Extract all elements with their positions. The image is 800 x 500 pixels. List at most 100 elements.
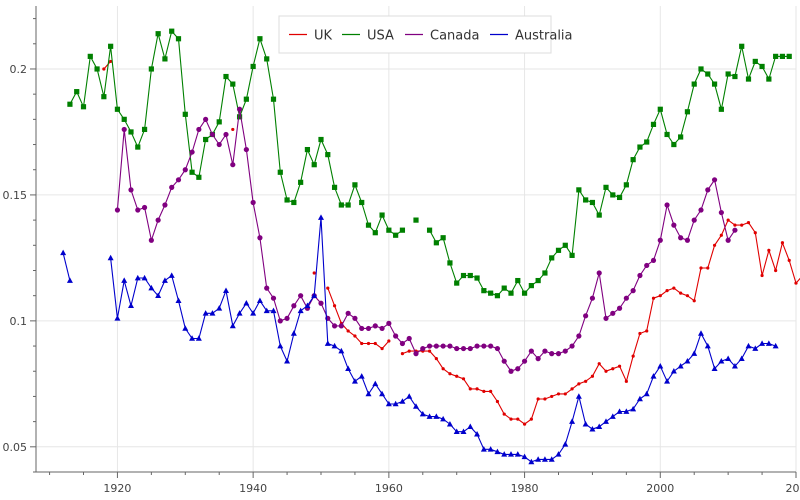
uk-point — [611, 367, 615, 371]
usa-point — [725, 71, 731, 77]
uk-point — [360, 341, 364, 346]
australia-point — [195, 335, 202, 341]
australia-point — [514, 451, 521, 457]
canada-point — [637, 272, 643, 279]
australia-point — [772, 342, 779, 349]
canada-point — [277, 318, 283, 324]
australia-point — [284, 357, 291, 364]
usa-point — [155, 31, 161, 37]
australia-point — [636, 395, 643, 402]
australia-point — [358, 373, 365, 379]
usa-point — [74, 89, 80, 95]
uk-point — [529, 417, 533, 421]
legend-item-usa: USA — [342, 29, 394, 44]
canada-point — [657, 237, 663, 243]
usa-point — [454, 280, 460, 286]
usa-point — [773, 53, 779, 59]
uk-point — [590, 374, 595, 378]
uk-point — [312, 271, 316, 275]
usa-point — [542, 270, 548, 276]
uk-point — [604, 369, 608, 373]
uk-point — [658, 294, 662, 298]
uk-point — [502, 412, 506, 416]
australia-point — [107, 254, 114, 261]
uk-point — [407, 349, 411, 353]
australia-point — [650, 373, 657, 379]
canada-point — [298, 293, 304, 299]
canada-point — [678, 235, 684, 241]
canada-point — [515, 366, 521, 372]
usa-point — [169, 28, 175, 34]
australia-point — [413, 403, 419, 409]
canada-point — [379, 325, 385, 332]
canada-point — [203, 116, 209, 122]
uk-point — [699, 266, 703, 270]
australia-point — [765, 340, 772, 346]
australia-point — [731, 363, 738, 369]
canada-point — [386, 320, 392, 326]
australia-point — [704, 342, 711, 349]
usa-point — [711, 81, 718, 87]
australia-point — [643, 390, 650, 397]
usa-point — [684, 109, 691, 115]
uk-point — [543, 397, 547, 401]
legend-item-canada: Canada — [405, 29, 479, 44]
australia-point — [453, 428, 460, 434]
australia-point — [698, 330, 704, 336]
usa-point — [766, 76, 772, 82]
australia-point — [609, 413, 616, 419]
usa-point — [291, 199, 297, 206]
canada-point — [338, 323, 344, 329]
usa-point — [87, 53, 93, 59]
uk-point — [638, 331, 642, 336]
australia-point — [128, 302, 134, 309]
uk-point — [774, 268, 778, 273]
uk-point — [495, 399, 500, 404]
usa-point — [678, 134, 684, 140]
australia-point — [372, 380, 379, 387]
uk-point — [231, 127, 235, 132]
canada-point — [725, 237, 731, 243]
series-layer — [60, 28, 800, 465]
canada-point — [616, 305, 623, 311]
australia-point — [725, 355, 732, 361]
uk-point — [712, 243, 717, 247]
uk-point — [366, 341, 371, 346]
canada-point — [589, 295, 596, 301]
canada-point — [650, 257, 657, 264]
uk-point — [346, 329, 350, 333]
uk-point — [387, 339, 391, 343]
y-tick-label: 0.05 — [3, 441, 28, 454]
usa-point — [257, 36, 263, 42]
australia-point — [752, 345, 759, 351]
usa-point — [148, 66, 154, 72]
usa-point — [630, 157, 636, 163]
usa-point — [488, 290, 494, 296]
canada-point — [705, 187, 711, 193]
australia-line — [62, 252, 71, 281]
usa-point — [705, 71, 711, 77]
x-tick-label: 1960 — [375, 482, 403, 495]
australia-point — [521, 453, 528, 460]
usa-point — [535, 277, 541, 284]
uk-point — [102, 67, 106, 71]
uk-point — [746, 221, 751, 225]
canada-point — [644, 262, 650, 269]
uk-point — [570, 387, 574, 391]
canada-point — [501, 358, 507, 364]
australia-point — [324, 340, 331, 346]
australia-point — [446, 420, 453, 427]
uk-point — [434, 357, 438, 361]
canada-point — [196, 126, 202, 133]
australia-point — [304, 302, 311, 309]
uk-point — [577, 382, 581, 386]
usa-point — [691, 81, 697, 87]
canada-point — [569, 343, 575, 349]
usa-point — [549, 255, 555, 261]
series-australia — [60, 214, 779, 465]
uk-point — [672, 286, 676, 290]
australia-point — [121, 277, 128, 283]
usa-point — [644, 139, 650, 145]
australia-point — [541, 456, 548, 462]
usa-point — [264, 56, 270, 62]
